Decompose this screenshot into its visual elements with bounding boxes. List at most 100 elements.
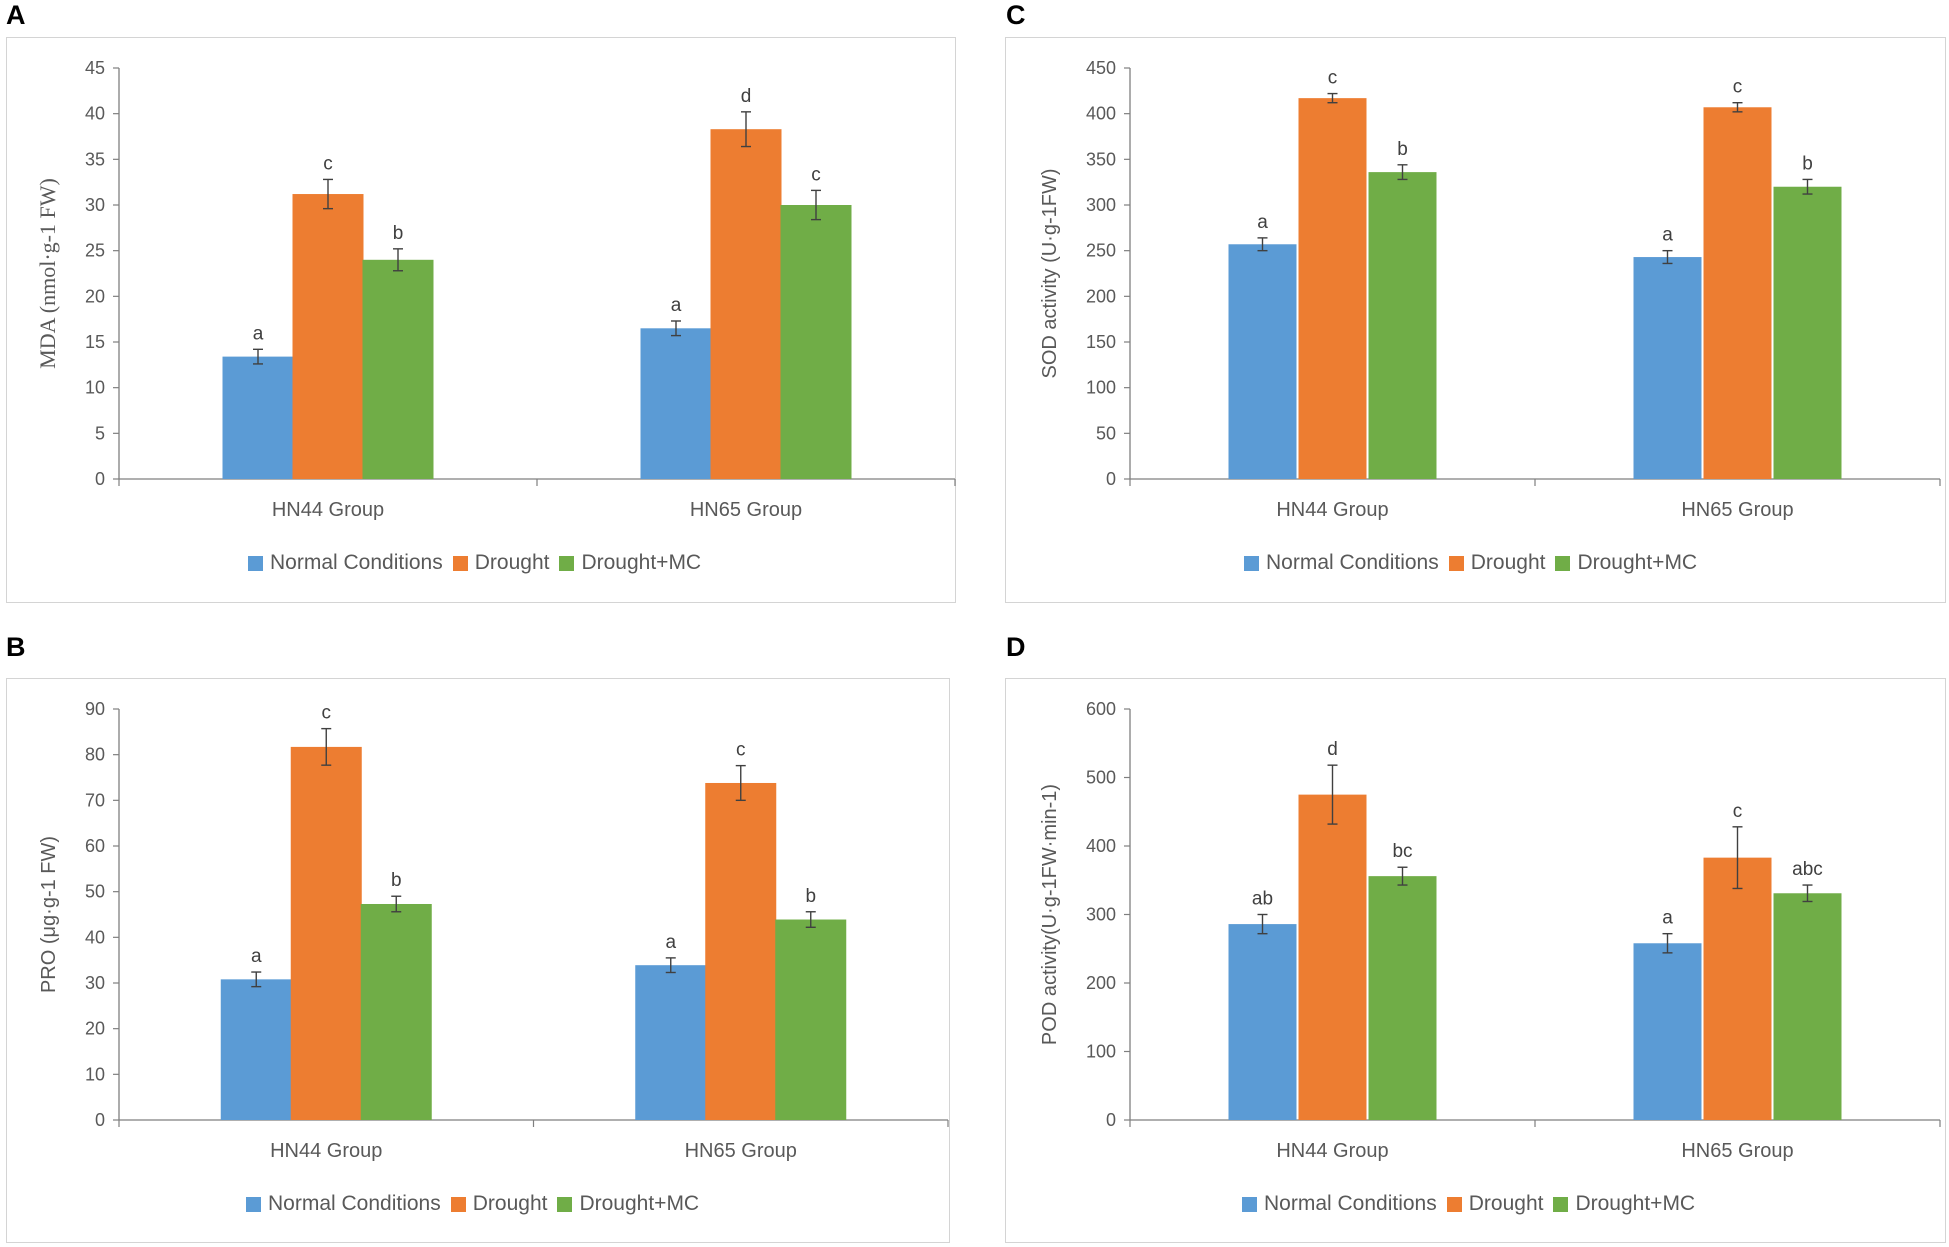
significance-letter: a [671, 295, 682, 316]
y-tick-label: 300 [1086, 905, 1116, 925]
bar-drought [1703, 857, 1772, 1120]
bar-normal [1633, 257, 1702, 479]
significance-letter: b [1397, 139, 1408, 160]
legend-item-drought-mc: Drought+MC [559, 551, 701, 575]
y-axis-label: PRO (μg·g-1 FW) [38, 836, 60, 993]
bar-drought [1298, 98, 1367, 479]
legend-swatch-drought [450, 1196, 466, 1212]
y-tick-label: 40 [85, 104, 105, 124]
panel-frame-d [1005, 678, 1946, 1243]
legend-label-drought-mc: Drought+MC [1575, 1192, 1696, 1215]
y-tick-label: 500 [1086, 768, 1116, 788]
significance-letter: ab [1252, 889, 1273, 910]
y-tick-label: 45 [85, 58, 105, 78]
y-tick-label: 600 [1086, 699, 1116, 719]
bar-drought [710, 129, 782, 479]
bar-drought [705, 782, 777, 1120]
y-tick-label: 0 [95, 469, 105, 489]
y-tick-label: 80 [85, 745, 105, 765]
bar-normal [1228, 924, 1297, 1120]
significance-letter: b [1802, 153, 1813, 174]
significance-letter: b [805, 886, 816, 907]
significance-letter: a [1257, 212, 1268, 233]
y-tick-label: 400 [1086, 836, 1116, 856]
legend-label-drought-mc: Drought+MC [1577, 551, 1698, 574]
x-category-label: HN44 Group [270, 1140, 382, 1162]
legend-item-drought: Drought [1446, 1192, 1544, 1216]
bar-drought-mc [1773, 186, 1842, 479]
legend-item-normal: Normal Conditions [246, 1192, 441, 1216]
legend-swatch-drought-mc [559, 555, 575, 571]
legend-label-drought: Drought [1470, 551, 1546, 574]
legend-label-drought-mc: Drought+MC [579, 1192, 700, 1215]
bar-drought [290, 746, 362, 1120]
significance-letter: c [811, 164, 821, 185]
significance-letter: c [1733, 77, 1743, 98]
significance-letter: a [1662, 908, 1673, 929]
y-axis-label: POD activity(U·g-1FW·min-1) [1039, 784, 1061, 1045]
y-tick-label: 30 [85, 195, 105, 215]
legend-label-drought: Drought [1468, 1192, 1544, 1215]
x-category-label: HN65 Group [1681, 1140, 1793, 1162]
legend-item-drought-mc: Drought+MC [557, 1192, 699, 1216]
x-category-label: HN65 Group [685, 1140, 797, 1162]
y-tick-label: 15 [85, 332, 105, 352]
legend-swatch-normal [1242, 1196, 1257, 1212]
bar-drought [292, 194, 364, 480]
legend-label-drought-mc: Drought+MC [581, 551, 702, 574]
bar-drought-mc [780, 205, 852, 479]
legend-swatch-normal [248, 555, 263, 571]
y-tick-label: 150 [1086, 332, 1116, 352]
y-tick-label: 350 [1086, 149, 1116, 169]
legend-swatch-drought [1448, 555, 1464, 571]
y-tick-label: 100 [1086, 1042, 1116, 1062]
y-axis-label: SOD activity (U·g-1FW) [1039, 169, 1061, 379]
bar-drought-mc [775, 919, 847, 1120]
bar-normal [222, 356, 294, 479]
legend-swatch-drought-mc [1555, 555, 1571, 571]
y-tick-label: 60 [85, 836, 105, 856]
panel-letter-b: B [6, 632, 26, 662]
bar-drought-mc [362, 259, 434, 479]
y-tick-label: 0 [1106, 1110, 1116, 1130]
significance-letter: c [736, 740, 746, 761]
legend-label-normal: Normal Conditions [270, 551, 443, 574]
legend-swatch-normal [246, 1196, 261, 1212]
y-tick-label: 20 [85, 1019, 105, 1039]
bar-drought-mc [360, 903, 432, 1120]
legend-label-normal: Normal Conditions [1264, 1192, 1437, 1215]
y-axis-label: MDA (nmol·g-1 FW) [35, 178, 60, 369]
y-tick-label: 0 [1106, 469, 1116, 489]
legend-item-drought-mc: Drought+MC [1555, 551, 1697, 575]
legend-item-normal: Normal Conditions [1244, 551, 1439, 575]
significance-letter: c [1328, 68, 1338, 89]
y-tick-label: 450 [1086, 58, 1116, 78]
significance-letter: c [322, 703, 332, 724]
bar-drought [1703, 107, 1772, 480]
y-tick-label: 300 [1086, 195, 1116, 215]
panel-letter-c: C [1006, 0, 1026, 30]
legend-label-drought: Drought [474, 551, 550, 574]
y-tick-label: 10 [85, 1064, 105, 1084]
y-tick-label: 5 [95, 423, 105, 443]
y-tick-label: 0 [95, 1110, 105, 1130]
legend-label-drought: Drought [472, 1192, 548, 1215]
y-tick-label: 70 [85, 790, 105, 810]
y-tick-label: 250 [1086, 241, 1116, 261]
y-tick-label: 20 [85, 286, 105, 306]
significance-letter: b [391, 870, 402, 891]
legend-label-normal: Normal Conditions [268, 1192, 441, 1215]
y-tick-label: 25 [85, 241, 105, 261]
x-category-label: HN65 Group [690, 499, 802, 521]
bar-drought-mc [1368, 876, 1437, 1120]
significance-letter: a [1662, 225, 1673, 246]
legend-swatch-drought-mc [557, 1196, 573, 1212]
legend-c: Normal Conditions Drought Drought+MC [1244, 551, 1707, 575]
y-tick-label: 400 [1086, 104, 1116, 124]
legend-item-drought-mc: Drought+MC [1553, 1192, 1695, 1216]
legend-a: Normal Conditions Drought Drought+MC [248, 551, 711, 575]
